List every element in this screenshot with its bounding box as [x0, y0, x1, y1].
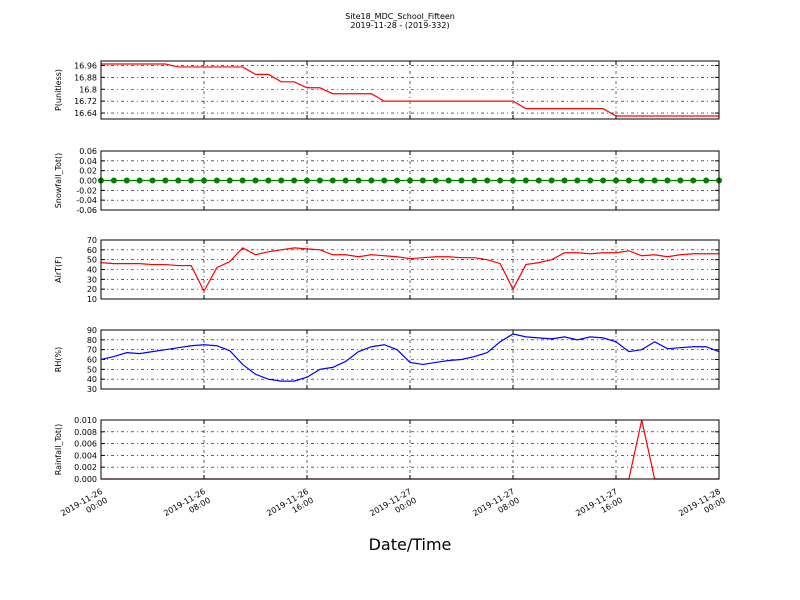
y-tick-label: 16.72 — [74, 97, 97, 106]
marker — [278, 177, 285, 184]
marker — [677, 177, 684, 184]
marker — [703, 177, 710, 184]
marker — [638, 177, 645, 184]
marker — [445, 177, 452, 184]
y-axis-label: Rainfall_Tot() — [54, 424, 63, 476]
marker — [110, 177, 117, 184]
y-tick-label: 0.00 — [79, 177, 97, 186]
chart-subtitle: 2019-11-28 - (2019-332) — [350, 21, 449, 30]
marker — [188, 177, 195, 184]
marker — [213, 177, 220, 184]
marker — [587, 177, 594, 184]
marker — [239, 177, 246, 184]
y-tick-label: 0.06 — [79, 147, 97, 156]
marker — [419, 177, 426, 184]
plot-frame — [100, 239, 720, 300]
marker — [304, 177, 310, 184]
y-tick-label: -0.04 — [76, 196, 97, 205]
y-tick-label: 0.006 — [74, 440, 97, 449]
y-tick-label: 16.8 — [79, 85, 97, 94]
marker — [149, 177, 156, 184]
series-line — [100, 247, 719, 293]
marker — [175, 177, 182, 184]
marker — [510, 177, 516, 184]
y-axis-label: P(unitless) — [54, 69, 63, 111]
y-tick-label: 0.002 — [74, 463, 97, 472]
marker — [407, 177, 413, 184]
y-tick-label: 70 — [87, 346, 97, 355]
marker — [664, 177, 671, 184]
marker — [690, 177, 697, 184]
y-tick-label: 50 — [87, 256, 97, 265]
y-tick-label: 80 — [87, 336, 97, 345]
marker — [252, 177, 259, 184]
plot-frame — [100, 150, 720, 211]
marker — [123, 177, 130, 184]
y-tick-label: -0.02 — [76, 186, 97, 195]
marker — [162, 177, 169, 184]
y-axis-label: Snowfall_Tot() — [54, 153, 63, 209]
y-tick-label: 16.64 — [74, 109, 97, 118]
plot-frame — [100, 60, 720, 120]
marker — [355, 177, 362, 184]
y-axis-label: AirT(F) — [54, 256, 63, 283]
plot-frame — [100, 419, 720, 480]
marker — [394, 177, 401, 184]
marker — [381, 177, 388, 184]
y-tick-label: 90 — [87, 326, 97, 335]
y-tick-label: 0.004 — [74, 451, 97, 460]
marker — [201, 177, 207, 184]
y-tick-label: 40 — [87, 375, 97, 384]
marker — [432, 177, 439, 184]
y-axis-label: RH(%) — [54, 347, 63, 372]
y-tick-label: 16.88 — [74, 73, 97, 82]
y-tick-label: 10 — [87, 295, 97, 304]
marker — [600, 177, 607, 184]
marker — [136, 177, 143, 184]
y-tick-label: 60 — [87, 246, 97, 255]
y-tick-label: 30 — [87, 385, 97, 394]
y-tick-label: 40 — [87, 266, 97, 275]
marker — [226, 177, 233, 184]
marker — [329, 177, 336, 184]
marker — [522, 177, 529, 184]
marker — [291, 177, 298, 184]
plot-frame — [100, 329, 720, 390]
y-tick-label: 60 — [87, 356, 97, 365]
marker — [613, 177, 619, 184]
x-axis-label: Date/Time — [369, 535, 452, 554]
marker — [561, 177, 568, 184]
y-tick-label: 20 — [87, 285, 97, 294]
y-tick-label: 70 — [87, 236, 97, 245]
marker — [316, 177, 323, 184]
series-line — [100, 333, 720, 382]
chart-title: Site18_MDC_School_Fifteen — [345, 12, 455, 21]
y-tick-label: 0.000 — [74, 475, 97, 484]
marker — [548, 177, 555, 184]
y-tick-label: 0.04 — [79, 157, 97, 166]
y-tick-label: 0.02 — [79, 167, 97, 176]
marker — [458, 177, 465, 184]
y-tick-label: -0.06 — [76, 206, 97, 215]
y-tick-label: 50 — [87, 365, 97, 374]
marker — [368, 177, 375, 184]
marker — [497, 177, 504, 184]
y-tick-label: 16.96 — [74, 61, 97, 70]
marker — [471, 177, 478, 184]
series-line — [101, 63, 719, 117]
y-tick-label: 0.010 — [74, 416, 97, 425]
marker — [535, 177, 542, 184]
y-tick-label: 30 — [87, 275, 97, 284]
marker — [484, 177, 491, 184]
marker — [651, 177, 658, 184]
marker — [574, 177, 581, 184]
marker — [265, 177, 272, 184]
y-tick-label: 0.008 — [74, 428, 97, 437]
marker — [625, 177, 632, 184]
marker — [342, 177, 349, 184]
